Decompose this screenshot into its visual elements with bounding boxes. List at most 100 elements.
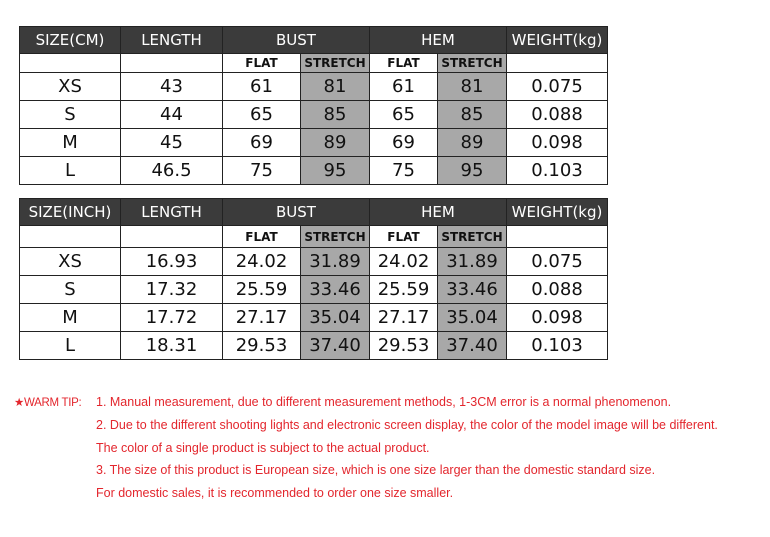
- table-cell: 27.17: [369, 303, 438, 332]
- table-row: M 45 69 89 69 89 0.098: [19, 128, 609, 157]
- table-cell: 37.40: [300, 331, 370, 360]
- table-cell: 18.31: [120, 331, 223, 360]
- table-cell: 69: [369, 128, 438, 157]
- table-cell: 85: [436, 100, 508, 129]
- subheader: FLAT: [369, 225, 438, 248]
- table-cell: 89: [436, 128, 508, 157]
- table-cell: 95: [436, 156, 508, 185]
- table-cell: 85: [300, 100, 370, 129]
- table-cell: 17.32: [120, 275, 223, 304]
- table-cell: 43: [120, 72, 223, 101]
- table-row: L 46.5 75 95 75 95 0.103: [19, 156, 609, 185]
- column-header: WEIGHT(kg): [506, 26, 609, 54]
- subheader: FLAT: [222, 225, 301, 248]
- subheader-row: FLAT STRETCH FLAT STRETCH: [19, 225, 609, 248]
- column-header: BUST: [222, 26, 370, 54]
- empty-cell: [120, 225, 223, 248]
- table-cell: XS: [19, 72, 121, 101]
- table-cell: 0.075: [506, 72, 609, 101]
- table-cell: 0.103: [506, 331, 609, 360]
- column-header: LENGTH: [120, 198, 223, 226]
- table-cell: 75: [369, 156, 438, 185]
- table-cell: S: [19, 275, 121, 304]
- table-cell: 0.098: [506, 128, 609, 157]
- table-cell: M: [19, 303, 121, 332]
- table-cell: 45: [120, 128, 223, 157]
- table-cell: 75: [222, 156, 301, 185]
- empty-cell: [506, 225, 609, 248]
- table-cell: 16.93: [120, 247, 223, 276]
- table-cell: 46.5: [120, 156, 223, 185]
- table-cell: 25.59: [369, 275, 438, 304]
- tip-line: 2. Due to the different shooting lights …: [96, 418, 718, 432]
- table-cell: 61: [222, 72, 301, 101]
- table-cell: XS: [19, 247, 121, 276]
- table-cell: L: [19, 331, 121, 360]
- table-row: XS 16.93 24.02 31.89 24.02 31.89 0.075: [19, 247, 609, 276]
- warm-tip-label: ★WARM TIP:: [14, 397, 82, 409]
- table-cell: 81: [436, 72, 508, 101]
- table-cell: 17.72: [120, 303, 223, 332]
- header-row: SIZE(INCH) LENGTH BUST HEM WEIGHT(kg): [19, 198, 609, 226]
- table-cell: 31.89: [436, 247, 508, 276]
- subheader: STRETCH: [300, 53, 370, 73]
- table-cell: 65: [369, 100, 438, 129]
- table-cell: 65: [222, 100, 301, 129]
- empty-cell: [120, 53, 223, 73]
- tip-line: 3. The size of this product is European …: [96, 463, 656, 477]
- empty-cell: [506, 53, 609, 73]
- subheader-row: FLAT STRETCH FLAT STRETCH: [19, 53, 609, 73]
- table-cell: 24.02: [369, 247, 438, 276]
- header-row: SIZE(CM) LENGTH BUST HEM WEIGHT(kg): [19, 26, 609, 54]
- table-cell: 95: [300, 156, 370, 185]
- size-table-inch: SIZE(INCH) LENGTH BUST HEM WEIGHT(kg) FLAT STR…: [19, 198, 609, 360]
- column-header: HEM: [368, 26, 508, 54]
- empty-cell: [19, 53, 121, 73]
- table-cell: 89: [300, 128, 370, 157]
- table-cell: 29.53: [222, 331, 301, 360]
- tip-line: For domestic sales, it is recommended to…: [96, 486, 454, 500]
- table-cell: 0.075: [506, 247, 609, 276]
- table-row: M 17.72 27.17 35.04 27.17 35.04 0.098: [19, 303, 609, 332]
- table-row: L 18.31 29.53 37.40 29.53 37.40 0.103: [19, 331, 609, 360]
- table-cell: 29.53: [369, 331, 438, 360]
- table-cell: 33.46: [436, 275, 508, 304]
- table-cell: 0.088: [506, 275, 609, 304]
- table-cell: 0.088: [506, 100, 609, 129]
- column-header: SIZE(CM): [19, 26, 121, 54]
- table-cell: 61: [369, 72, 438, 101]
- table-cell: 33.46: [300, 275, 370, 304]
- table-cell: L: [19, 156, 121, 185]
- subheader: STRETCH: [436, 225, 508, 248]
- table-cell: 27.17: [222, 303, 301, 332]
- table-cell: 24.02: [222, 247, 301, 276]
- table-cell: S: [19, 100, 121, 129]
- column-header: HEM: [368, 198, 508, 226]
- subheader: STRETCH: [436, 53, 508, 73]
- table-row: S 44 65 85 65 85 0.088: [19, 100, 609, 129]
- table-cell: 25.59: [222, 275, 301, 304]
- table-cell: 31.89: [300, 247, 370, 276]
- size-table-cm: SIZE(CM) LENGTH BUST HEM WEIGHT(kg) FLAT STRET…: [19, 26, 609, 185]
- column-header: SIZE(INCH): [19, 198, 121, 226]
- table-row: S 17.32 25.59 33.46 25.59 33.46 0.088: [19, 275, 609, 304]
- column-header: WEIGHT(kg): [506, 198, 609, 226]
- tip-line: 1. Manual measurement, due to different …: [96, 395, 672, 409]
- table-cell: 81: [300, 72, 370, 101]
- table-cell: 44: [120, 100, 223, 129]
- table-cell: 37.40: [436, 331, 508, 360]
- table-cell: M: [19, 128, 121, 157]
- column-header: LENGTH: [120, 26, 223, 54]
- table-cell: 35.04: [300, 303, 370, 332]
- tip-line: The color of a single product is subject…: [96, 441, 430, 455]
- subheader: STRETCH: [300, 225, 370, 248]
- table-row: XS 43 61 81 61 81 0.075: [19, 72, 609, 101]
- table-cell: 0.098: [506, 303, 609, 332]
- table-cell: 69: [222, 128, 301, 157]
- subheader: FLAT: [369, 53, 438, 73]
- subheader: FLAT: [222, 53, 301, 73]
- table-cell: 0.103: [506, 156, 609, 185]
- column-header: BUST: [222, 198, 370, 226]
- table-cell: 35.04: [436, 303, 508, 332]
- empty-cell: [19, 225, 121, 248]
